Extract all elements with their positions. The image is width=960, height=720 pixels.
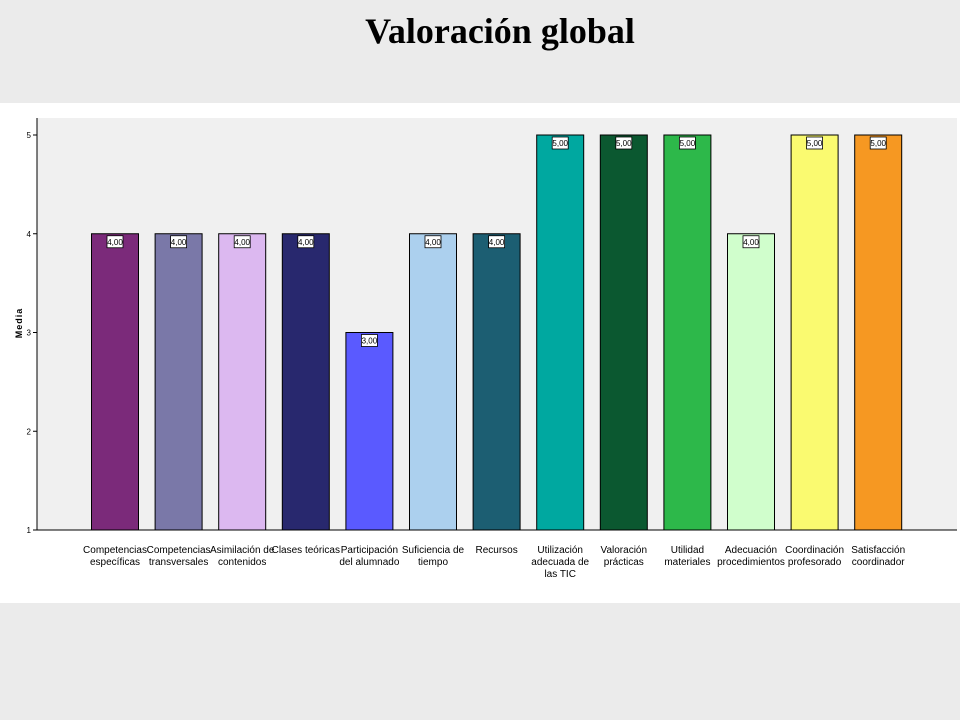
bar <box>281 233 330 531</box>
data-label: 3,00 <box>362 337 378 346</box>
data-label-box <box>806 136 823 150</box>
data-label: 5,00 <box>616 139 632 148</box>
bars: 4,00 4,00 4,00 4,00 3,00 4,00 4,00 5,00 5,00 5,00… <box>91 134 903 531</box>
bar <box>854 134 903 531</box>
data-label-box <box>106 235 124 249</box>
bar <box>91 233 139 531</box>
x-tick-label: Competencias específicas <box>83 545 147 568</box>
data-label-box <box>869 136 887 150</box>
x-tick-label: Participación del alumnado <box>339 545 399 568</box>
data-label: 5,00 <box>807 139 823 148</box>
x-tick-label: Satisfacción coordinador <box>851 545 905 568</box>
y-axis-title: Media <box>14 308 24 339</box>
data-label: 4,00 <box>171 238 187 247</box>
x-tick-label: Competencias transversales <box>147 545 211 568</box>
bar <box>663 134 712 531</box>
x-tick-label: Adecuación procedimientos <box>717 545 785 568</box>
data-label-box <box>233 235 251 249</box>
data-label: 4,00 <box>234 238 250 247</box>
bar <box>345 332 394 531</box>
x-tick-label: Utilización adecuada de las TIC <box>531 545 589 580</box>
data-label: 4,00 <box>489 238 505 247</box>
data-label-box <box>297 235 315 249</box>
bar <box>472 233 521 531</box>
bar <box>790 134 839 531</box>
data-label: 4,00 <box>743 238 759 247</box>
data-label-box <box>360 334 378 347</box>
data-label-box <box>424 235 442 249</box>
data-label-box <box>742 235 760 249</box>
y-tick-label: 4 <box>27 230 32 239</box>
data-label: 5,00 <box>552 139 568 148</box>
y-tick-label: 1 <box>27 526 32 535</box>
x-tick-label: Asimilación de contenidos <box>210 545 275 568</box>
y-tick-label: 3 <box>27 329 32 338</box>
data-label-box <box>679 136 696 150</box>
x-tick-label: Recursos <box>475 545 517 556</box>
bar <box>154 233 203 531</box>
bar <box>409 233 457 531</box>
slide-title: Valoración global <box>365 11 635 51</box>
data-label: 4,00 <box>298 238 314 247</box>
bar <box>727 233 775 531</box>
data-label-box <box>615 136 633 150</box>
data-label: 4,00 <box>107 238 123 247</box>
bar <box>599 134 648 531</box>
bar <box>536 134 585 531</box>
y-tick-label: 2 <box>27 427 32 436</box>
y-tick-label: 5 <box>27 131 32 140</box>
data-label: 5,00 <box>870 139 886 148</box>
x-tick-label: Valoración prácticas <box>601 545 648 568</box>
x-tick-label: Utilidad materiales <box>664 545 710 568</box>
data-label-box <box>488 235 506 249</box>
x-tick-label: Suficiencia de tiempo <box>402 545 465 568</box>
data-label: 4,00 <box>425 238 441 247</box>
bar <box>218 233 267 531</box>
data-label-box <box>170 235 188 249</box>
x-tick-label: Coordinación profesorado <box>785 545 844 568</box>
x-tick-label: Clases teóricas <box>272 545 340 556</box>
data-label: 5,00 <box>680 139 696 148</box>
data-label-box <box>551 136 569 150</box>
